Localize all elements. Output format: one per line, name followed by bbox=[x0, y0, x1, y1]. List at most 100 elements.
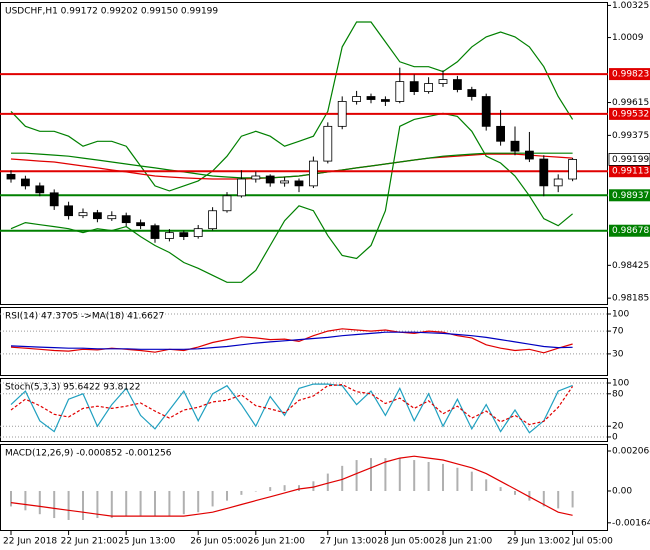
indicator-line bbox=[10, 331, 573, 350]
macd-bar bbox=[211, 490, 214, 507]
macd-bar bbox=[110, 490, 113, 519]
candle-body bbox=[20, 178, 30, 187]
y-tick-label: 100 bbox=[612, 379, 629, 389]
candle-body bbox=[438, 79, 448, 84]
y-tick-label: 0.98425 bbox=[612, 261, 649, 271]
macd-bar bbox=[398, 458, 401, 491]
candle-body bbox=[193, 228, 203, 238]
macd-bar bbox=[341, 465, 344, 491]
x-tick-label: 26 Jun 21:00 bbox=[248, 537, 305, 547]
candle-body bbox=[150, 225, 160, 239]
panel-title: RSI(14) 47.3705 ->MA(18) 41.6627 bbox=[5, 312, 164, 322]
macd-bar bbox=[442, 463, 444, 491]
candle-body bbox=[366, 96, 376, 100]
candle-body bbox=[265, 175, 275, 184]
macd-bar bbox=[269, 487, 272, 491]
level-label: 0.99113 bbox=[612, 167, 649, 177]
y-tick-label: 0.99375 bbox=[612, 131, 649, 141]
macd-bar bbox=[370, 458, 372, 491]
candle-body bbox=[409, 81, 419, 93]
indicator-line bbox=[10, 383, 574, 426]
macd-bar bbox=[499, 487, 502, 491]
macd-bar bbox=[542, 490, 545, 507]
macd-bar bbox=[355, 460, 358, 491]
candle-body bbox=[510, 140, 520, 152]
level-label-box bbox=[609, 107, 650, 120]
macd-bar bbox=[326, 473, 329, 491]
x-tick-label: 29 Jun 13:00 bbox=[507, 537, 564, 547]
candle-body bbox=[380, 99, 390, 102]
x-tick-label: 22 Jun 2018 bbox=[3, 537, 57, 547]
macd-bar bbox=[182, 490, 185, 515]
candle-body bbox=[568, 159, 577, 180]
last-price-label: 0.99199 bbox=[612, 155, 649, 165]
panel-title: MACD(12,26,9) -0.000852 -0.001256 bbox=[5, 449, 172, 459]
indicator-line bbox=[10, 455, 573, 517]
level-label: 0.99532 bbox=[612, 109, 649, 119]
macd-bar bbox=[96, 490, 99, 519]
macd-bar bbox=[125, 490, 128, 517]
y-tick-label: 20 bbox=[612, 422, 624, 432]
candle-body bbox=[49, 192, 59, 207]
candle-body bbox=[452, 79, 462, 90]
macd-bar bbox=[485, 479, 488, 491]
macd-bar bbox=[557, 490, 560, 509]
candle-body bbox=[136, 222, 146, 227]
x-tick-label: 26 Jun 05:00 bbox=[190, 537, 247, 547]
macd-bar bbox=[168, 490, 171, 517]
level-label: 0.98937 bbox=[612, 191, 649, 201]
panel-title: Stoch(5,3,3) 95.6422 93.8122 bbox=[5, 383, 140, 393]
candle-body bbox=[525, 150, 534, 160]
y-tick-label: 0.99615 bbox=[612, 98, 649, 108]
macd-bar bbox=[514, 490, 516, 495]
macd-bar bbox=[240, 490, 243, 495]
candle-body bbox=[496, 125, 506, 142]
candle-body bbox=[121, 215, 131, 224]
x-tick-label: 27 Jun 13:00 bbox=[320, 537, 377, 547]
macd-bar bbox=[528, 490, 531, 501]
level-label-box bbox=[609, 189, 650, 202]
x-tick-label: 2 Jul 05:00 bbox=[565, 537, 614, 547]
macd-bar bbox=[384, 458, 387, 491]
last-price-box bbox=[608, 153, 650, 166]
y-tick-label: 80 bbox=[612, 389, 624, 399]
indicator-line bbox=[10, 21, 574, 192]
y-tick-label: 0 bbox=[612, 432, 618, 442]
macd-bar bbox=[427, 461, 430, 491]
macd-bar bbox=[67, 490, 70, 520]
y-tick-label: 1.00325 bbox=[612, 1, 649, 11]
macd-bar bbox=[456, 467, 459, 491]
indicator-line bbox=[10, 112, 573, 283]
panel-frame bbox=[0, 378, 608, 442]
candle-body bbox=[467, 89, 477, 97]
candle-body bbox=[93, 212, 102, 220]
macd-bar bbox=[139, 490, 142, 517]
candle-body bbox=[236, 178, 246, 197]
candle-body bbox=[553, 178, 563, 187]
y-tick-label: -0.001647 bbox=[612, 518, 650, 528]
panel-title: USDCHF,H1 0.99172 0.99202 0.99150 0.9919… bbox=[5, 7, 218, 17]
indicator-line bbox=[10, 383, 573, 434]
candle-body bbox=[337, 101, 347, 127]
macd-bar bbox=[298, 485, 300, 491]
macd-bar bbox=[312, 481, 315, 491]
candle-body bbox=[539, 158, 549, 187]
level-label-box bbox=[609, 224, 650, 237]
x-tick-label: 25 Jun 13:00 bbox=[118, 537, 175, 547]
panel-frame bbox=[0, 307, 608, 376]
candle-body bbox=[424, 83, 434, 93]
candle-body bbox=[6, 173, 16, 180]
macd-bar bbox=[24, 490, 27, 511]
x-tick-label: 28 Jun 21:00 bbox=[435, 537, 492, 547]
candle-body bbox=[251, 175, 261, 180]
panel-frame bbox=[0, 444, 608, 531]
candle-body bbox=[352, 96, 362, 102]
y-tick-label: 0.002068 bbox=[612, 446, 650, 456]
macd-bar bbox=[254, 490, 257, 492]
macd-bar bbox=[10, 490, 12, 507]
macd-bar bbox=[53, 490, 56, 519]
macd-bar bbox=[413, 460, 416, 491]
candle-body bbox=[164, 232, 174, 239]
